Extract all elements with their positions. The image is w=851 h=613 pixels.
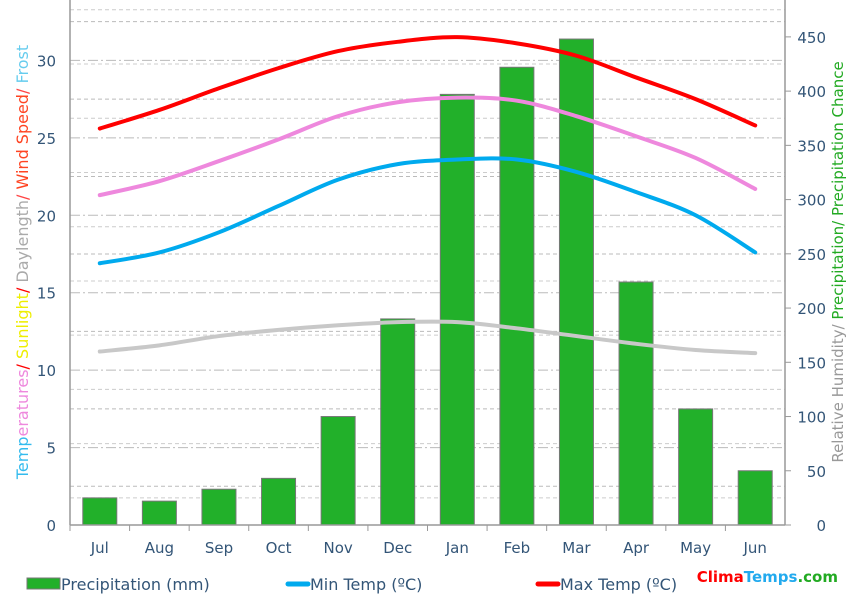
x-tick-label: Oct (266, 539, 292, 557)
axis-label-part: Precipitation/ Precipitation Chance (829, 61, 847, 319)
left-tick-label: 10 (37, 362, 56, 380)
precip-bar-dec (380, 318, 416, 526)
precip-bar-may (678, 408, 714, 526)
left-axis-label: Temperatures/ Sunlight/ Daylength/ Wind … (13, 45, 32, 480)
right-tick-label: 450 (797, 29, 826, 47)
precip-bar-jul (82, 497, 118, 526)
precip-bar-jan (439, 93, 475, 526)
line-max-temp-c- (97, 35, 758, 131)
precip-bar-nov (320, 416, 356, 526)
legend-swatch-precipitation (26, 577, 61, 590)
precip-bar-aug (141, 500, 177, 526)
right-tick-label: 250 (797, 246, 826, 264)
logo-part: Temps (744, 568, 798, 586)
right-tick-label: 150 (797, 354, 826, 372)
right-tick-label: 400 (797, 83, 826, 101)
legend-label: Precipitation (mm) (61, 575, 210, 594)
precip-bar-sep (201, 488, 237, 526)
axis-label-part: Relative Humidity/ (829, 320, 847, 463)
axis-label-part: / (13, 84, 32, 94)
precip-bar-oct (261, 477, 297, 526)
legend-label: Max Temp (ºC) (560, 575, 677, 594)
x-tick-label: Sep (205, 539, 233, 557)
precip-bar-jun (737, 470, 773, 526)
x-tick-label: Jun (742, 539, 766, 557)
line-mean-temp (97, 95, 758, 198)
left-tick-label: 25 (37, 130, 56, 148)
left-tick-label: 20 (37, 207, 56, 225)
right-tick-label: 300 (797, 192, 826, 210)
left-tick-label: 15 (37, 285, 56, 303)
right-tick-label: 350 (797, 137, 826, 155)
axis-label-part: / (13, 283, 32, 293)
x-tick-label: Apr (623, 539, 650, 557)
right-tick-label: 0 (816, 517, 826, 535)
x-tick-label: May (680, 539, 711, 557)
axis-label-part: Temp (13, 436, 32, 480)
left-tick-label: 30 (37, 52, 56, 70)
left-tick-label: 0 (46, 517, 56, 535)
x-tick-label: Aug (145, 539, 174, 557)
axis-label-part: Wind Speed (13, 94, 32, 189)
line-min-temp-c- (97, 156, 758, 266)
logo-part: Clima (697, 568, 744, 586)
axis-label-part: Daylength (13, 200, 32, 283)
axis-label-part: Frost (13, 45, 32, 84)
climatemps-logo: ClimaTemps.com (697, 568, 838, 586)
x-tick-label: Jul (90, 539, 109, 557)
axis-label-part: / (13, 359, 32, 369)
x-tick-label: Jan (445, 539, 469, 557)
right-tick-label: 50 (807, 463, 826, 481)
right-tick-label: 200 (797, 300, 826, 318)
x-tick-label: Mar (562, 539, 591, 557)
precip-bar-apr (618, 281, 654, 526)
left-tick-label: 5 (46, 440, 56, 458)
axis-label-part: / (13, 189, 32, 199)
x-tick-label: Dec (383, 539, 412, 557)
x-tick-label: Feb (504, 539, 531, 557)
line-daylength (97, 319, 758, 356)
x-tick-label: Nov (323, 539, 352, 557)
precip-bar-feb (499, 66, 535, 526)
axis-label-part: Sunlight (13, 293, 32, 359)
right-tick-label: 100 (797, 409, 826, 427)
legend-label: Min Temp (ºC) (310, 575, 422, 594)
axis-label-part: eratures (13, 369, 32, 436)
logo-part: .com (797, 568, 838, 586)
right-axis-label: Relative Humidity/ Precipitation/ Precip… (829, 61, 847, 462)
